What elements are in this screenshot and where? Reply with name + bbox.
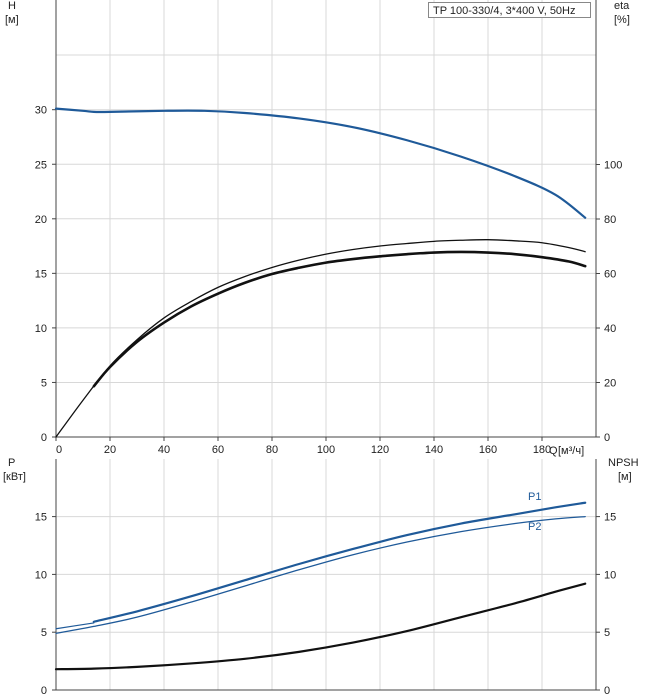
tick-labels: 0 20 40 60 80 100 120 140 160 1800510152025300204… (35, 105, 623, 697)
h-tick-label: 10 (35, 323, 47, 335)
x-tick-label: 80 (266, 444, 278, 456)
top-left-axis-unit: [м] (5, 14, 19, 26)
bottom-right-axis-unit: [м] (618, 471, 632, 483)
bottom-left-axis-unit: [кВт] (3, 471, 26, 483)
bottom-right-axis-name: NPSH (608, 457, 639, 469)
h-tick-label: 25 (35, 159, 47, 171)
npsh-tick-label: 0 (604, 685, 610, 697)
curve-npsh (54, 582, 587, 671)
p-tick-label: 10 (35, 569, 47, 581)
x-tick-label: 120 (371, 444, 389, 456)
h-tick-label: 0 (41, 432, 47, 444)
h-tick-label: 5 (41, 377, 47, 389)
p-tick-label: 0 (41, 685, 47, 697)
curve-p2 (55, 515, 586, 635)
h-tick-label: 20 (35, 214, 47, 226)
curve-eta-thick (92, 250, 587, 388)
eta-tick-label: 100 (604, 160, 622, 172)
p-tick-label: 15 (35, 512, 47, 524)
curve-p1 (92, 501, 587, 623)
series-label-p1: P1 (528, 491, 541, 503)
curves (54, 107, 587, 671)
npsh-tick-label: 15 (604, 512, 616, 524)
x-tick-label: 180 (533, 444, 551, 456)
x-tick-label: 160 (479, 444, 497, 456)
pump-model-label: TP 100-330/4, 3*400 V, 50Hz (428, 2, 591, 18)
eta-tick-label: 20 (604, 378, 616, 390)
x-tick-label: 0 (56, 444, 62, 456)
curve-h (54, 107, 587, 219)
top-right-axis-name: eta (614, 0, 630, 12)
eta-tick-label: 80 (604, 214, 616, 226)
bottom-left-axis-name: P (8, 457, 15, 469)
x-tick-label: 60 (212, 444, 224, 456)
curve-p-pre (55, 622, 95, 630)
series-label-p2: P2 (528, 521, 541, 533)
x-tick-label: 40 (158, 444, 170, 456)
npsh-tick-label: 5 (604, 627, 610, 639)
eta-tick-label: 40 (604, 323, 616, 335)
x-axis-name: Q (549, 445, 558, 457)
top-right-axis-unit: [%] (614, 14, 630, 26)
bottom-panel-grid (56, 459, 597, 690)
x-tick-label: 100 (317, 444, 335, 456)
top-left-axis-name: H (8, 0, 16, 12)
x-tick-label: 20 (104, 444, 116, 456)
eta-tick-label: 0 (604, 432, 610, 444)
h-tick-label: 30 (35, 105, 47, 117)
p-tick-label: 5 (41, 627, 47, 639)
eta-tick-label: 60 (604, 269, 616, 281)
top-panel-grid (56, 0, 597, 437)
x-tick-label: 140 (425, 444, 443, 456)
npsh-tick-label: 10 (604, 569, 616, 581)
x-axis-unit: [м³/ч] (558, 445, 584, 457)
h-tick-label: 15 (35, 268, 47, 280)
curve-eta-thin (55, 239, 586, 438)
